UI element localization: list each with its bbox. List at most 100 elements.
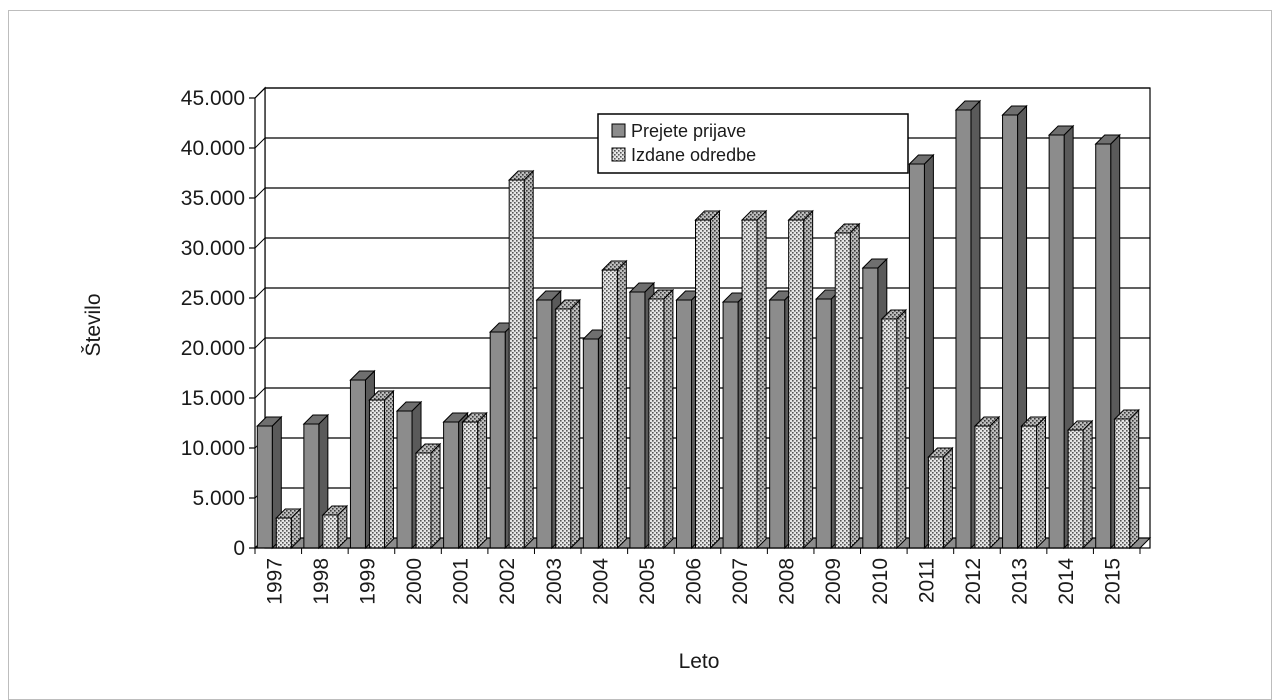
x-tick-label: 2015 <box>1102 558 1125 605</box>
bar-izdane-odredbe <box>1114 418 1131 549</box>
x-tick-label: 2004 <box>589 558 612 605</box>
gridline-side <box>254 87 266 99</box>
bar-side <box>710 209 720 550</box>
bar-izdane-odredbe <box>508 179 525 549</box>
x-tick-label: 2005 <box>636 558 659 605</box>
bar-izdane-odredbe <box>788 219 805 549</box>
bar-izdane-odredbe <box>462 421 479 549</box>
bar-side <box>616 259 627 550</box>
y-axis-title: Število <box>82 293 105 356</box>
y-tick-label: 45.000 <box>181 87 245 110</box>
gridline-side <box>254 387 266 399</box>
gridline-side <box>254 187 266 199</box>
x-tick-labels: 1997 1998 1999 2000 2001 2002 2003 2004 2005 2006… <box>254 547 1141 605</box>
y-tick-label: 5.000 <box>192 487 245 510</box>
x-tick-label: 2008 <box>776 558 799 605</box>
y-tick-label: 35.000 <box>181 187 245 210</box>
bar-izdane-odredbe <box>275 517 292 549</box>
bar-side <box>1082 419 1093 550</box>
x-tick-label: 1998 <box>310 558 333 605</box>
y-tick-label: 20.000 <box>181 337 245 360</box>
bar-side <box>849 222 860 550</box>
legend-box <box>597 113 909 174</box>
bar-prejete-prijave <box>1002 114 1019 549</box>
bar-prejete-prijave <box>769 299 786 549</box>
bar-izdane-odredbe <box>415 452 432 549</box>
bar-izdane-odredbe <box>881 318 898 549</box>
y-tick-label: 25.000 <box>181 287 245 310</box>
y-tick-label: 30.000 <box>181 237 245 260</box>
y-tick-label: 0 <box>233 537 245 560</box>
bar-side <box>1036 415 1047 550</box>
x-tick-label: 2000 <box>403 558 426 605</box>
x-tick-label: 2013 <box>1009 558 1032 605</box>
bar-prejete-prijave <box>536 299 553 549</box>
bar-izdane-odredbe <box>741 219 758 549</box>
x-tick-label: 2011 <box>915 558 938 603</box>
bar-izdane-odredbe <box>1067 429 1084 549</box>
bar-side <box>430 442 441 550</box>
bar-side <box>663 288 674 550</box>
bar-side <box>942 446 953 550</box>
bar-prejete-prijave <box>303 423 320 549</box>
x-tick-label: 2012 <box>962 558 985 605</box>
x-tick-label: 1997 <box>263 558 286 605</box>
gridline-side <box>254 337 266 349</box>
legend: Prejete prijave Izdane odredbe <box>597 113 909 174</box>
x-tick-label: 2006 <box>683 558 706 605</box>
legend-swatch-izdane-odredbe <box>611 147 626 162</box>
bar-prejete-prijave <box>256 425 273 549</box>
bar-side <box>523 169 534 550</box>
bar-prejete-prijave <box>582 338 599 549</box>
bar-side <box>1129 408 1140 550</box>
bar-izdane-odredbe <box>601 269 618 549</box>
y-tick-labels: 0 5.000 10.000 15.000 20.000 25.000 30.000 35.0… <box>181 87 245 560</box>
bar-izdane-odredbe <box>1021 425 1038 549</box>
gridline-side <box>254 287 266 299</box>
bar-izdane-odredbe <box>834 232 851 549</box>
bar-prejete-prijave <box>908 163 925 549</box>
legend-label-prejete-prijave: Prejete prijave <box>631 121 746 141</box>
y-tick-label: 40.000 <box>181 137 245 160</box>
legend-swatch-prejete-prijave <box>611 123 626 138</box>
x-tick-label: 2014 <box>1055 558 1078 605</box>
bar-izdane-odredbe <box>322 514 339 549</box>
x-tick-label: 2002 <box>496 558 519 605</box>
x-tick-label: 2007 <box>729 558 752 605</box>
bar-prejete-prijave <box>396 410 413 549</box>
bar-side <box>989 415 1000 550</box>
bar-izdane-odredbe <box>368 399 385 549</box>
x-axis-title: Leto <box>679 650 720 673</box>
bars <box>256 99 1140 550</box>
bar-side <box>756 209 767 550</box>
gridline-side <box>254 137 266 149</box>
bar-prejete-prijave <box>1048 134 1065 549</box>
bar-side <box>570 298 581 550</box>
bar-prejete-prijave <box>722 301 739 549</box>
y-tick-label: 15.000 <box>181 387 245 410</box>
x-tick-label: 1999 <box>356 558 379 605</box>
x-tick-label: 2001 <box>450 558 473 605</box>
bar-side <box>383 389 394 550</box>
y-tick-label: 10.000 <box>181 437 245 460</box>
bar-side <box>803 209 814 550</box>
bar-izdane-odredbe <box>695 219 711 549</box>
bar-izdane-odredbe <box>648 298 665 549</box>
bar-izdane-odredbe <box>555 308 572 549</box>
bar-prejete-prijave <box>489 331 506 549</box>
bar-side <box>896 308 907 550</box>
bar-izdane-odredbe <box>927 456 944 549</box>
x-tick-label: 2010 <box>869 558 892 605</box>
bar-izdane-odredbe <box>974 425 991 549</box>
bar-prejete-prijave <box>815 298 832 549</box>
bar-prejete-prijave <box>862 267 879 549</box>
x-tick-label: 2009 <box>822 558 845 605</box>
bar-prejete-prijave <box>629 291 646 549</box>
bar-prejete-prijave <box>349 379 366 549</box>
bar-side <box>477 411 488 550</box>
x-tick-label: 2003 <box>543 558 566 605</box>
legend-label-izdane-odredbe: Izdane odredbe <box>631 145 756 165</box>
bar-prejete-prijave <box>955 109 972 549</box>
bar-prejete-prijave <box>676 299 692 549</box>
